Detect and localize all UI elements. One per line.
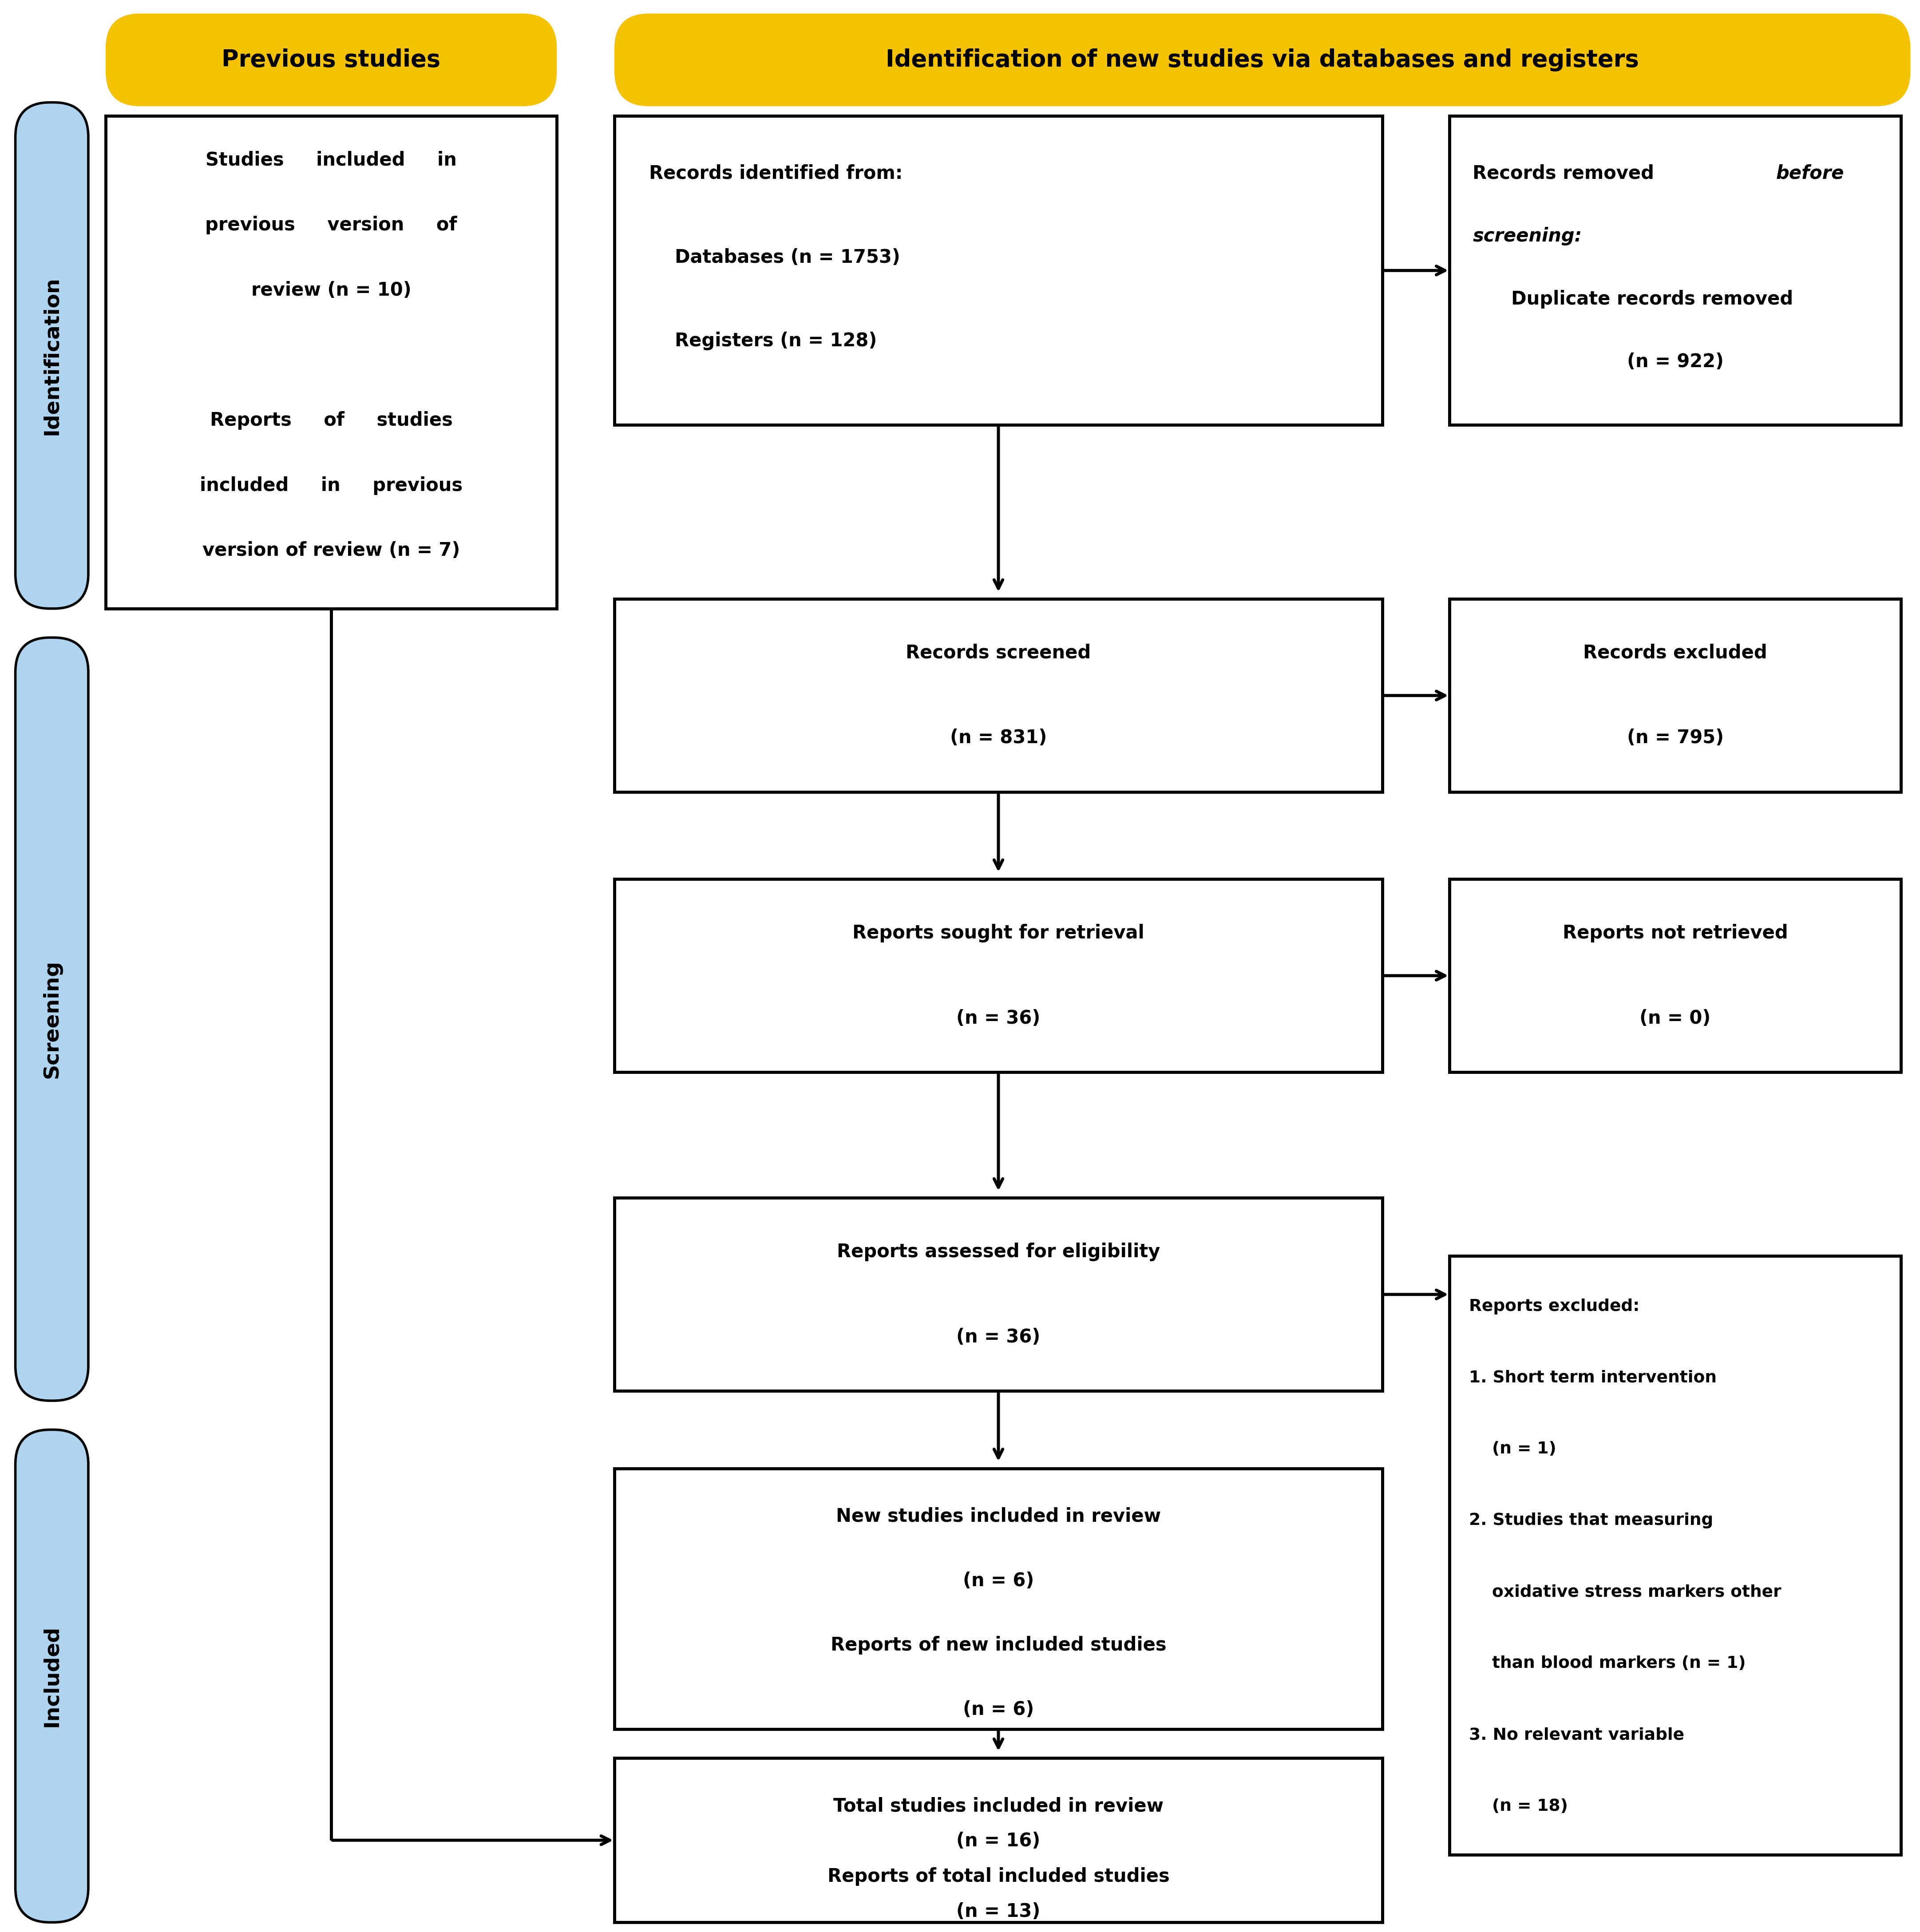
- Text: Records screened: Records screened: [906, 643, 1091, 663]
- Text: Duplicate records removed: Duplicate records removed: [1511, 290, 1793, 309]
- Text: Reports not retrieved: Reports not retrieved: [1563, 923, 1788, 943]
- FancyBboxPatch shape: [15, 1430, 88, 1922]
- Text: (n = 6): (n = 6): [962, 1700, 1035, 1719]
- Text: Records identified from:: Records identified from:: [649, 164, 902, 184]
- Text: (n = 16): (n = 16): [956, 1832, 1041, 1851]
- Text: Registers (n = 128): Registers (n = 128): [649, 332, 877, 350]
- Text: (n = 922): (n = 922): [1626, 352, 1724, 371]
- Text: (n = 831): (n = 831): [950, 728, 1046, 748]
- Bar: [614, 599, 1382, 792]
- Text: New studies included in review: New studies included in review: [835, 1507, 1162, 1526]
- Bar: [1450, 599, 1901, 792]
- Text: Total studies included in review: Total studies included in review: [833, 1797, 1164, 1816]
- Text: Reports of new included studies: Reports of new included studies: [831, 1636, 1165, 1654]
- Bar: [614, 879, 1382, 1072]
- Bar: [106, 116, 557, 609]
- Text: Included: Included: [42, 1625, 61, 1727]
- Bar: [614, 1758, 1382, 1922]
- Text: before: before: [1776, 164, 1843, 184]
- Bar: [1450, 116, 1901, 425]
- Text: Previous studies: Previous studies: [221, 48, 442, 71]
- Text: included     in     previous: included in previous: [200, 475, 463, 495]
- Text: (n = 13): (n = 13): [956, 1903, 1041, 1920]
- Text: 3. No relevant variable: 3. No relevant variable: [1469, 1727, 1684, 1743]
- Text: Reports assessed for eligibility: Reports assessed for eligibility: [837, 1242, 1160, 1262]
- Bar: [614, 1198, 1382, 1391]
- Text: previous     version     of: previous version of: [205, 216, 457, 234]
- Text: screening:: screening:: [1473, 226, 1582, 245]
- Text: Records removed: Records removed: [1473, 164, 1661, 184]
- Text: (n = 6): (n = 6): [962, 1571, 1035, 1590]
- Bar: [1450, 879, 1901, 1072]
- Text: (n = 795): (n = 795): [1626, 728, 1724, 748]
- Text: Identification: Identification: [42, 276, 61, 435]
- Text: Reports of total included studies: Reports of total included studies: [828, 1866, 1169, 1886]
- Text: (n = 36): (n = 36): [956, 1327, 1041, 1347]
- Text: Reports excluded:: Reports excluded:: [1469, 1298, 1640, 1314]
- Text: Databases (n = 1753): Databases (n = 1753): [649, 247, 900, 267]
- FancyBboxPatch shape: [15, 638, 88, 1401]
- FancyBboxPatch shape: [15, 102, 88, 609]
- Text: Records excluded: Records excluded: [1584, 643, 1766, 663]
- Text: Reports sought for retrieval: Reports sought for retrieval: [852, 923, 1144, 943]
- Text: (n = 1): (n = 1): [1469, 1441, 1555, 1457]
- Text: Studies     included     in: Studies included in: [205, 151, 457, 170]
- Text: review (n = 10): review (n = 10): [252, 280, 411, 299]
- Text: 2. Studies that measuring: 2. Studies that measuring: [1469, 1513, 1713, 1528]
- Bar: [614, 1468, 1382, 1729]
- Bar: [1450, 1256, 1901, 1855]
- Text: (n = 36): (n = 36): [956, 1009, 1041, 1028]
- Text: 1. Short term intervention: 1. Short term intervention: [1469, 1370, 1716, 1385]
- Text: Screening: Screening: [42, 960, 61, 1078]
- Text: Reports     of     studies: Reports of studies: [209, 412, 453, 429]
- Text: oxidative stress markers other: oxidative stress markers other: [1469, 1584, 1782, 1600]
- FancyBboxPatch shape: [106, 14, 557, 106]
- Text: (n = 18): (n = 18): [1469, 1799, 1569, 1814]
- Text: (n = 0): (n = 0): [1640, 1009, 1711, 1028]
- Text: than blood markers (n = 1): than blood markers (n = 1): [1469, 1656, 1745, 1671]
- Text: version of review (n = 7): version of review (n = 7): [202, 541, 461, 560]
- FancyBboxPatch shape: [614, 14, 1910, 106]
- Bar: [614, 116, 1382, 425]
- Text: Identification of new studies via databases and registers: Identification of new studies via databa…: [885, 48, 1640, 71]
